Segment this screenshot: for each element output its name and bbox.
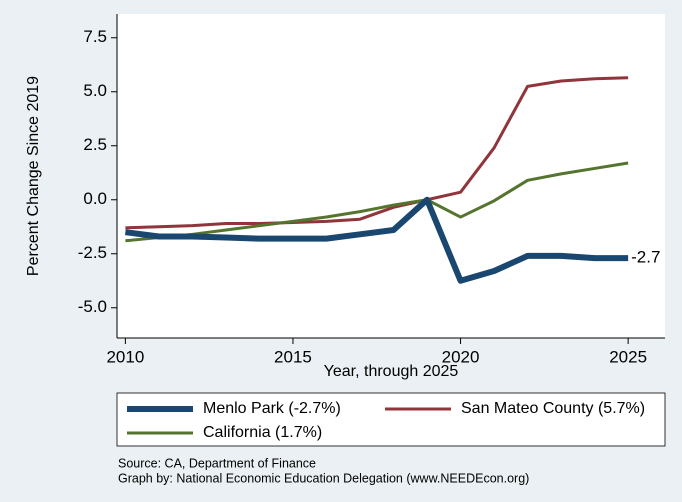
y-axis-title: Percent Change Since 2019 xyxy=(25,76,42,276)
y-tick-label: 7.5 xyxy=(83,27,107,46)
series-line xyxy=(125,161,629,243)
x-axis-title: Year, through 2025 xyxy=(324,363,459,380)
legend-label: California (1.7%) xyxy=(203,424,322,441)
legend xyxy=(116,392,666,447)
legend-label: Menlo Park (-2.7%) xyxy=(203,400,341,417)
y-tick-label: 0.0 xyxy=(83,189,107,208)
series-line xyxy=(124,196,629,284)
x-tick-label: 2020 xyxy=(442,347,480,366)
series-line xyxy=(125,76,629,230)
y-tick-label: 2.5 xyxy=(83,135,107,154)
y-tick-label: 5.0 xyxy=(83,81,107,100)
x-tick-label: 2025 xyxy=(609,347,647,366)
y-tick-label: -5.0 xyxy=(78,297,107,316)
annotation: -2.7 xyxy=(631,248,660,267)
source-note: Source: CA, Department of Finance xyxy=(118,456,316,470)
y-tick-label: -2.5 xyxy=(78,243,107,262)
plot-region xyxy=(117,14,665,338)
legend-label: San Mateo County (5.7%) xyxy=(461,400,645,417)
credit-note: Graph by: National Economic Education De… xyxy=(118,471,529,485)
x-tick-label: 2010 xyxy=(106,347,144,366)
x-tick-label: 2015 xyxy=(274,347,312,366)
